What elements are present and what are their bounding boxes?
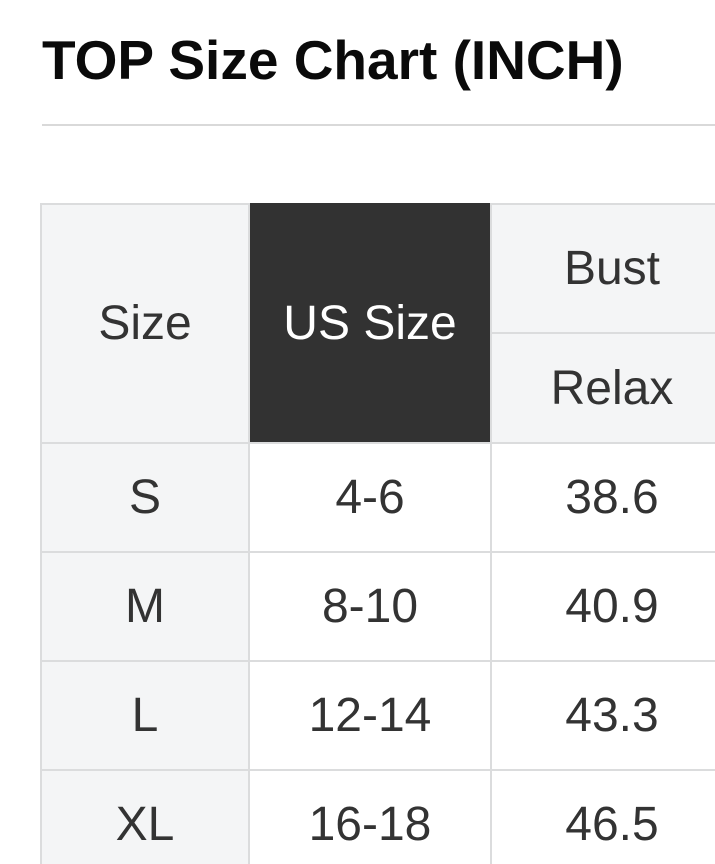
bust-relax-cell: 38.6 [490, 442, 715, 553]
header-row-top: Size US Size Bust [40, 203, 715, 444]
size-chart-table: Size US Size Bust Relax S 4-6 38.6 M 8-1… [40, 203, 715, 864]
size-cell: M [40, 551, 250, 662]
header-row-sub: Relax [41, 332, 715, 444]
column-header-us-size: US Size [248, 203, 492, 444]
bust-relax-cell: 43.3 [490, 660, 715, 771]
page-title: TOP Size Chart (INCH) [42, 29, 624, 91]
table-row-s: S 4-6 38.6 [40, 442, 715, 553]
title-divider [42, 124, 715, 126]
table-row-xl: XL 16-18 46.5 [40, 769, 715, 864]
size-cell: L [40, 660, 250, 771]
table-row-m: M 8-10 40.9 [40, 551, 715, 662]
us-size-cell: 16-18 [248, 769, 492, 864]
size-chart-table-container: Size US Size Bust Relax S 4-6 38.6 M 8-1… [40, 203, 715, 864]
bust-relax-cell: 46.5 [490, 769, 715, 864]
us-size-cell: 12-14 [248, 660, 492, 771]
bust-relax-cell: 40.9 [490, 551, 715, 662]
size-chart-page: TOP Size Chart (INCH) Size US Size Bust … [0, 33, 715, 864]
table-row-l: L 12-14 43.3 [40, 660, 715, 771]
us-size-cell: 8-10 [248, 551, 492, 662]
column-header-bust: Bust [490, 203, 715, 334]
us-size-cell: 4-6 [248, 442, 492, 553]
column-header-size: Size [40, 203, 250, 444]
column-subheader-relax: Relax [490, 332, 715, 444]
size-cell: S [40, 442, 250, 553]
size-cell: XL [40, 769, 250, 864]
